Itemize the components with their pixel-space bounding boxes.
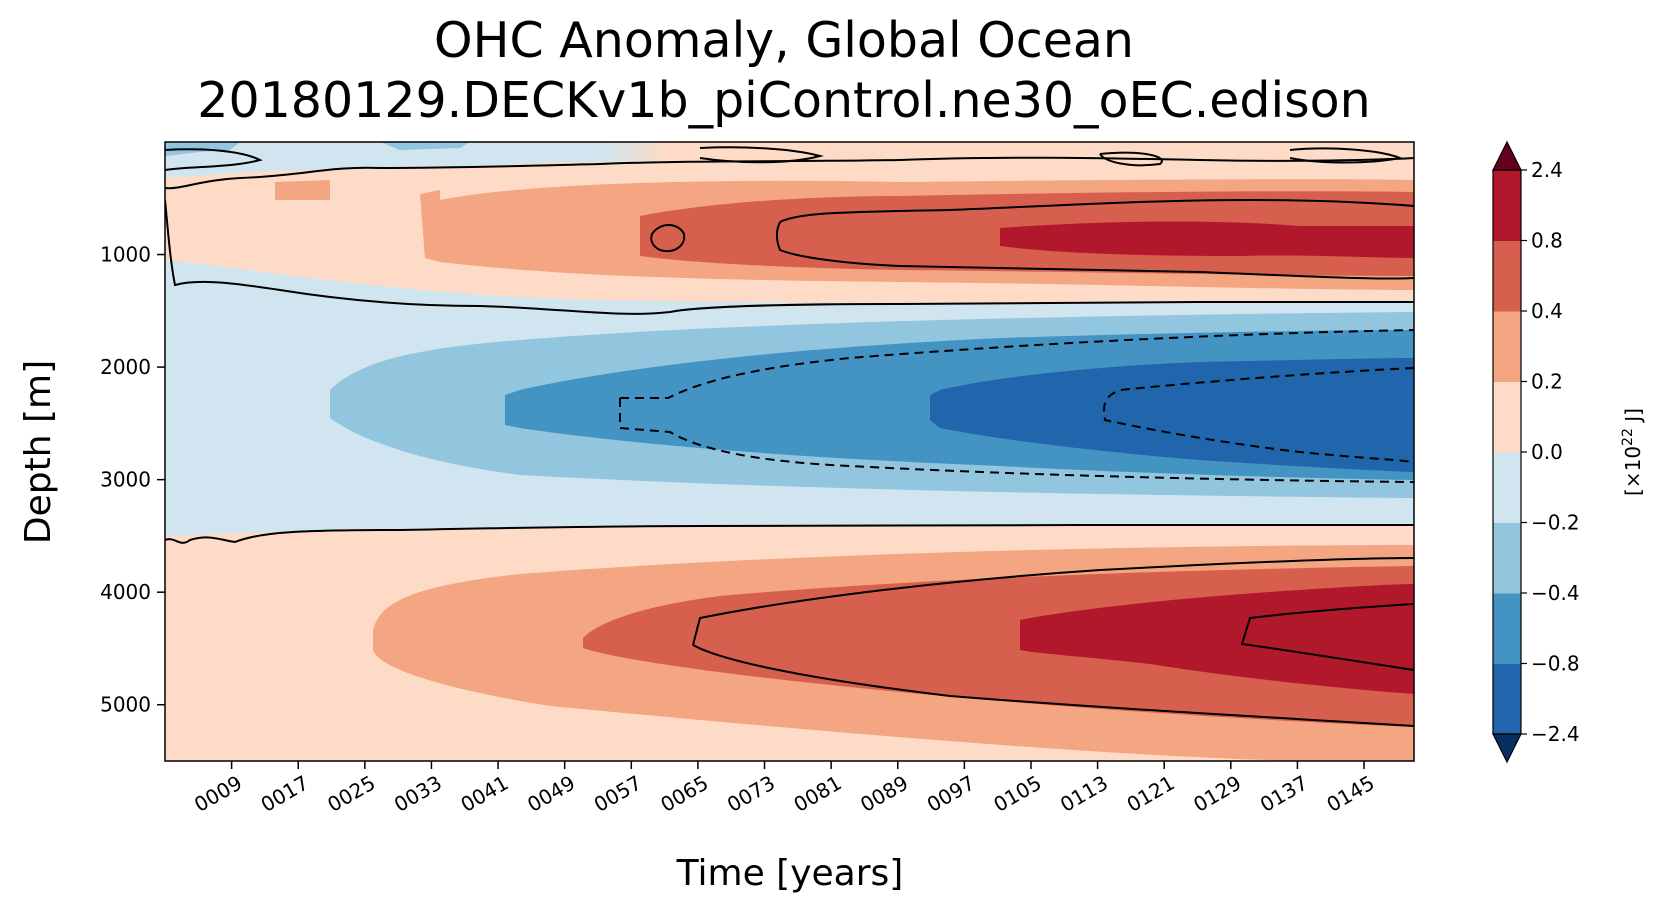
colorbar-tick-label: 2.4 xyxy=(1531,158,1563,182)
contour-lines xyxy=(165,146,1414,544)
colorbar-label: [×1022 J] xyxy=(1620,408,1645,496)
x-tick-label: 0145 xyxy=(1322,771,1378,817)
x-tick-label: 0049 xyxy=(523,771,579,817)
surface-cool-patch-3 xyxy=(380,142,470,150)
band-neg0.8-to-neg2.4 xyxy=(930,358,1414,472)
y-tick-label: 1000 xyxy=(100,243,151,267)
x-tick-label: 0113 xyxy=(1056,771,1112,817)
x-tick-label: 0025 xyxy=(323,771,379,817)
x-tick-label: 0105 xyxy=(989,771,1045,817)
colorbar-under-arrow xyxy=(1492,733,1522,764)
colorbar-tick-label: 0.2 xyxy=(1531,370,1563,394)
band-0.8-to-2.4-upper xyxy=(1000,221,1414,258)
x-tick-label: 0081 xyxy=(790,771,846,817)
colorbar-segment xyxy=(1493,663,1521,735)
x-tick-label: 0065 xyxy=(656,771,712,817)
contour-zero-surface-3 xyxy=(699,146,824,164)
x-tick-label: 0041 xyxy=(456,771,512,817)
colorbar-tick-label: −0.8 xyxy=(1531,652,1580,676)
contour-neg0.8 xyxy=(619,329,1414,483)
contour-plot-area xyxy=(165,142,1414,761)
x-tick-label: 0129 xyxy=(1189,771,1245,817)
colorbar-segment xyxy=(1493,311,1521,382)
colorbar-tick-label: −0.4 xyxy=(1531,581,1580,605)
colorbar-tick-label: 0.4 xyxy=(1531,299,1563,323)
colorbar-tick-label: 0.8 xyxy=(1531,229,1563,253)
x-tick-label: 0097 xyxy=(923,771,979,817)
x-tick-label: 0137 xyxy=(1256,771,1312,817)
colorbar-segment xyxy=(1493,381,1521,453)
x-tick-label: 0009 xyxy=(190,771,246,817)
x-tick-label: 0057 xyxy=(590,771,646,817)
contour-zero-lower xyxy=(165,523,1414,544)
colorbar-segment xyxy=(1493,522,1521,594)
y-tick-label: 2000 xyxy=(100,355,151,379)
colorbar-segment xyxy=(1493,452,1521,523)
x-tick-label: 0121 xyxy=(1123,771,1179,817)
x-axis-ticks: 0009 0017 0025 0033 0041 0049 0057 0065 0073 0081… xyxy=(190,761,1379,817)
contour-zero-surface-4 xyxy=(1099,151,1163,167)
y-axis-label: Depth [m] xyxy=(18,360,59,544)
colorbar-tick-label: −2.4 xyxy=(1531,722,1580,746)
colorbar-segment xyxy=(1493,593,1521,664)
contour-zero-surface-5 xyxy=(1289,147,1404,164)
y-axis-ticks: 1000 2000 3000 4000 5000 xyxy=(100,243,165,717)
y-tick-label: 3000 xyxy=(100,468,151,492)
colorbar-over-arrow xyxy=(1492,140,1522,171)
surface-cool-patch xyxy=(165,142,560,178)
x-tick-label: 0033 xyxy=(390,771,446,817)
x-tick-label: 0073 xyxy=(723,771,779,817)
band-0.2-to-0.4-small-1 xyxy=(275,180,330,200)
contour-zero-upper xyxy=(165,199,1414,315)
colorbar: 2.4 0.8 0.4 0.2 0.0 −0.2 −0.4 −0.8 −2.4 xyxy=(1492,140,1580,764)
y-tick-label: 4000 xyxy=(100,580,151,604)
chart-subtitle: 20180129.DECKv1b_piControl.ne30_oEC.edis… xyxy=(197,72,1371,129)
colorbar-segment xyxy=(1493,170,1521,241)
colorbar-tick-label: 0.0 xyxy=(1531,440,1563,464)
contour-zero-surface-2 xyxy=(165,148,263,171)
contour-0.8-upper xyxy=(776,198,1414,280)
band-0.2-to-0.4-small-2 xyxy=(420,190,440,262)
x-axis-label: Time [years] xyxy=(676,853,904,894)
contour-zero-surface xyxy=(165,156,1414,190)
y-tick-label: 5000 xyxy=(100,693,151,717)
x-tick-label: 0017 xyxy=(257,771,313,817)
chart-title: OHC Anomaly, Global Ocean xyxy=(434,12,1134,69)
colorbar-segment xyxy=(1493,240,1521,312)
plot-frame xyxy=(164,141,1415,762)
x-tick-label: 0089 xyxy=(856,771,912,817)
colorbar-tick-label: −0.2 xyxy=(1531,511,1580,535)
contour-0.8-small xyxy=(650,224,686,252)
contour-0.8-deep xyxy=(692,557,1414,727)
